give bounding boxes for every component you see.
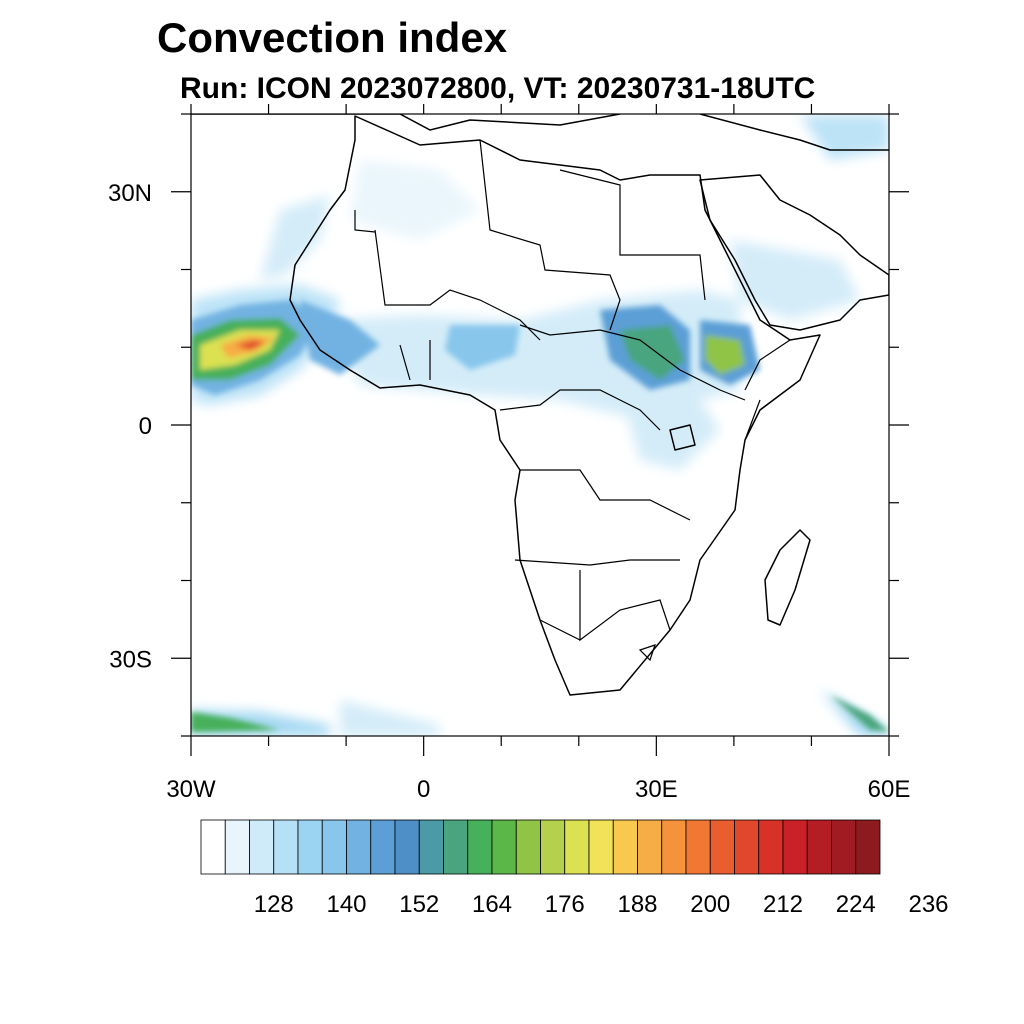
map-title: Convection index: [157, 14, 508, 61]
colorbar-swatch: [443, 819, 469, 875]
colorbar-swatch: [200, 819, 226, 875]
lat-label: 30N: [108, 180, 152, 207]
lat-label: 30S: [109, 646, 152, 673]
colorbar-swatch: [249, 819, 275, 875]
map-subtitle: Run: ICON 2023072800, VT: 20230731-18UTC: [180, 72, 816, 105]
colorbar-swatch: [588, 819, 614, 875]
lon-label: 0: [417, 776, 430, 803]
colorbar-label: 224: [836, 891, 876, 918]
colorbar-swatch: [709, 819, 735, 875]
colorbar-swatch: [491, 819, 517, 875]
colorbar-swatch: [734, 819, 760, 875]
colorbar-swatch: [346, 819, 372, 875]
colorbar-swatch: [612, 819, 638, 875]
colorbar-label: 152: [399, 891, 439, 918]
colorbar-swatch: [297, 819, 323, 875]
lon-label: 30E: [635, 776, 678, 803]
colorbar-label: 188: [617, 891, 657, 918]
colorbar-label: 212: [763, 891, 803, 918]
colorbar: [200, 819, 881, 875]
colorbar-swatch: [394, 819, 420, 875]
colorbar-swatch: [782, 819, 808, 875]
lon-label: 30W: [166, 776, 216, 803]
colorbar-swatch: [806, 819, 832, 875]
colorbar-swatch: [515, 819, 541, 875]
colorbar-label: 128: [254, 891, 294, 918]
colorbar-label: 176: [545, 891, 585, 918]
colorbar-swatch: [758, 819, 784, 875]
colorbar-swatch: [637, 819, 663, 875]
colorbar-swatch: [661, 819, 687, 875]
colorbar-swatch: [855, 819, 881, 875]
lat-label: 0: [139, 413, 152, 440]
colorbar-swatch: [564, 819, 590, 875]
colorbar-label: 164: [472, 891, 512, 918]
colorbar-label: 236: [908, 891, 948, 918]
country-borders: [354, 139, 791, 662]
lon-label: 60E: [868, 776, 911, 803]
colorbar-swatch: [467, 819, 493, 875]
colorbar-swatch: [418, 819, 444, 875]
colorbar-label: 200: [690, 891, 730, 918]
colorbar-swatch: [540, 819, 566, 875]
colorbar-label: 140: [326, 891, 366, 918]
convection-field: [191, 115, 889, 736]
colorbar-swatch: [273, 819, 299, 875]
colorbar-swatch: [370, 819, 396, 875]
colorbar-swatch: [321, 819, 347, 875]
colorbar-swatch: [831, 819, 857, 875]
colorbar-swatch: [224, 819, 250, 875]
colorbar-swatch: [685, 819, 711, 875]
